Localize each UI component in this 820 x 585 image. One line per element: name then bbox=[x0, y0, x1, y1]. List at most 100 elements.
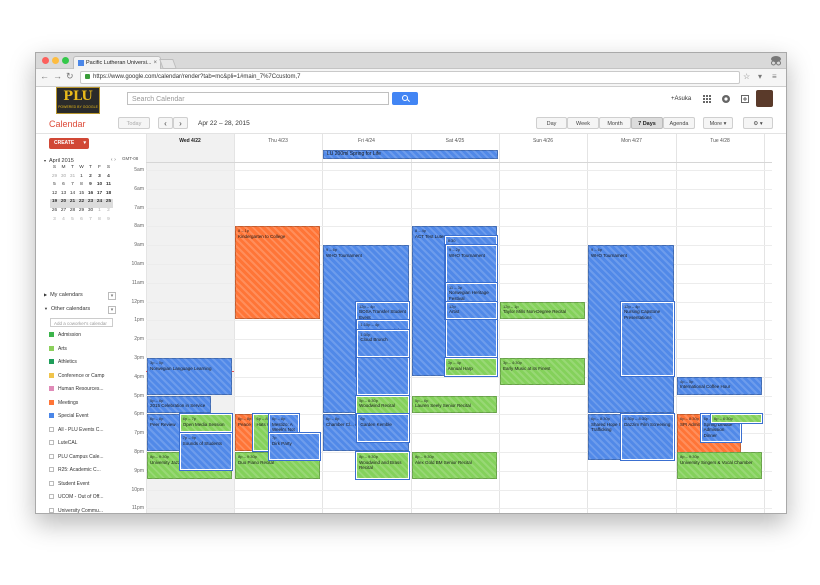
mini-calendar-day[interactable]: 3 bbox=[98, 173, 101, 179]
allday-event[interactable]: LU 200ml Spring for Life bbox=[323, 150, 498, 159]
day-header[interactable]: Fri 4/24 bbox=[358, 138, 375, 144]
calendar-list-item[interactable]: Conference or Camp bbox=[49, 372, 104, 381]
mini-calendar-day[interactable]: 8 bbox=[80, 182, 83, 188]
avatar[interactable] bbox=[756, 90, 773, 107]
chevron-down-icon[interactable]: ▾ bbox=[83, 140, 86, 146]
back-arrow-icon[interactable]: ← bbox=[40, 71, 49, 81]
calendar-list-item[interactable]: Admission bbox=[49, 331, 81, 340]
mini-calendar-day[interactable]: 31 bbox=[69, 173, 76, 179]
mini-calendar-day[interactable]: 4 bbox=[62, 216, 65, 222]
mini-calendar-day[interactable]: 1 bbox=[98, 207, 101, 213]
calendar-event[interactable]: 12p – 4p Nursing Capstone Presentations bbox=[620, 300, 675, 377]
mini-calendar-day[interactable]: 5 bbox=[71, 216, 74, 222]
calendar-list-item[interactable]: University Commu... bbox=[49, 507, 103, 513]
minimize-window-icon[interactable] bbox=[52, 57, 59, 64]
mini-calendar-day[interactable]: 8 bbox=[98, 216, 101, 222]
day-header[interactable]: Tue 4/28 bbox=[710, 138, 730, 144]
forward-arrow-icon[interactable]: → bbox=[53, 71, 62, 81]
calendar-event[interactable]: 5p – 6p 2015 Celebration in Service bbox=[147, 395, 211, 414]
calendar-color-swatch[interactable] bbox=[49, 426, 54, 432]
mini-calendar-day[interactable]: 22 bbox=[77, 199, 86, 208]
day-header[interactable]: Sun 4/26 bbox=[532, 138, 554, 144]
calendar-event[interactable]: 1:30p Cloud Brunch bbox=[356, 328, 410, 358]
day-header[interactable]: Mon 4/27 bbox=[621, 138, 642, 144]
calendar-list-item[interactable]: Human Resources... bbox=[49, 385, 104, 394]
mini-calendar-day[interactable]: 7 bbox=[89, 216, 92, 222]
calendar-list-item[interactable]: UCOM - Out of Off... bbox=[49, 493, 103, 502]
mini-calendar-nav[interactable]: ‹ › bbox=[110, 157, 116, 163]
mini-calendar-day[interactable]: 12 bbox=[51, 190, 58, 196]
day-header[interactable]: Wed 4/22 bbox=[179, 138, 201, 144]
mini-calendar-day[interactable]: 29 bbox=[51, 173, 58, 179]
mini-calendar-day[interactable]: 30 bbox=[87, 207, 94, 213]
calendar-color-swatch[interactable] bbox=[49, 480, 54, 486]
calendar-color-swatch[interactable] bbox=[49, 507, 54, 513]
mini-calendar-day[interactable]: 26 bbox=[51, 207, 58, 213]
mini-calendar-day[interactable]: 2 bbox=[89, 173, 92, 179]
bookmark-star-icon[interactable]: ☆ bbox=[743, 72, 751, 81]
mini-calendar-day[interactable]: 10 bbox=[96, 182, 103, 188]
mini-calendar-day[interactable]: 2 bbox=[107, 207, 110, 213]
other-calendars-menu-icon[interactable]: ▾ bbox=[108, 306, 116, 314]
view-week-button[interactable]: Week bbox=[567, 117, 599, 129]
my-calendars-section[interactable]: ▶ My calendars ▾ bbox=[44, 292, 116, 300]
mini-calendar-day[interactable]: 30 bbox=[60, 173, 67, 179]
calendar-color-swatch[interactable] bbox=[49, 345, 54, 351]
mini-calendar-day[interactable]: 27 bbox=[60, 207, 67, 213]
calendar-event[interactable]: 3p – 4:30p Early Music at its Finest bbox=[500, 358, 585, 386]
mini-calendar-day[interactable]: 29 bbox=[78, 207, 85, 213]
mini-calendar-day[interactable]: 6 bbox=[62, 182, 65, 188]
mini-calendar-day[interactable]: 23 bbox=[86, 199, 95, 208]
calendar-list-item[interactable]: Athletics bbox=[49, 358, 77, 367]
calendar-color-swatch[interactable] bbox=[49, 372, 54, 378]
mini-calendar-day[interactable]: 1 bbox=[80, 173, 83, 179]
create-button[interactable]: CREATE ▾ bbox=[49, 138, 89, 149]
calendar-list-item[interactable]: Arts bbox=[49, 345, 67, 354]
url-input[interactable]: https://www.google.com/calendar/render?t… bbox=[80, 71, 740, 84]
mini-calendar-day[interactable]: 25 bbox=[104, 199, 113, 208]
view-day-button[interactable]: Day bbox=[536, 117, 567, 129]
calendar-event[interactable]: 12p Artist bbox=[445, 300, 498, 321]
view-agenda-button[interactable]: Agenda bbox=[663, 117, 695, 129]
collapse-arrow-icon[interactable]: ▾ bbox=[44, 158, 47, 163]
calendar-event[interactable]: 6p – 7p Open Media Session bbox=[178, 413, 233, 434]
calendar-color-swatch[interactable] bbox=[49, 413, 54, 419]
calendar-color-swatch[interactable] bbox=[49, 399, 54, 405]
mini-calendar-day[interactable]: 17 bbox=[96, 190, 103, 196]
calendar-list-item[interactable]: PLU Campus Cale... bbox=[49, 453, 104, 462]
day-header[interactable]: Sat 4/25 bbox=[445, 138, 465, 144]
calendar-event[interactable]: 4p – 5p International Coffee Hour bbox=[677, 376, 762, 395]
calendar-color-swatch[interactable] bbox=[49, 359, 54, 365]
share-icon[interactable] bbox=[741, 95, 749, 103]
calendar-color-swatch[interactable] bbox=[49, 440, 54, 446]
mini-calendar-day[interactable]: 14 bbox=[69, 190, 76, 196]
settings-button[interactable]: ⚙ ▾ bbox=[743, 117, 773, 129]
notifications-icon[interactable] bbox=[722, 95, 730, 103]
mini-calendar-day[interactable]: 13 bbox=[60, 190, 67, 196]
mini-calendar-day[interactable]: 28 bbox=[69, 207, 76, 213]
view-7days-button[interactable]: 7 Days bbox=[631, 117, 663, 129]
calendar-event[interactable]: 8p – 9:30p Alex Gold BM Senior Recital bbox=[412, 452, 497, 480]
chrome-menu-icon[interactable]: ≡ bbox=[772, 72, 777, 81]
new-tab-button[interactable] bbox=[159, 59, 177, 69]
calendar-list-item[interactable]: Special Event bbox=[49, 412, 89, 421]
mini-calendar-day[interactable]: 21 bbox=[68, 199, 77, 208]
mini-calendar-day[interactable]: 5 bbox=[53, 182, 56, 188]
calendar-list-item[interactable]: Student Event bbox=[49, 480, 89, 489]
calendar-event[interactable]: 12p – 1p Taylor Mills Non-Degree Recital bbox=[500, 301, 585, 320]
mini-calendar-day[interactable]: 9 bbox=[89, 182, 92, 188]
user-name-link[interactable]: +Asuka bbox=[671, 96, 692, 102]
calendar-list-item[interactable]: R25: Academic C... bbox=[49, 466, 101, 475]
search-button[interactable] bbox=[392, 92, 418, 105]
day-header[interactable]: Thu 4/23 bbox=[268, 138, 288, 144]
my-calendars-menu-icon[interactable]: ▾ bbox=[108, 292, 116, 300]
calendar-event[interactable]: 3p – 4p Annual Harp bbox=[443, 357, 498, 377]
calendar-event[interactable]: 6p – 6:30pPublic bbox=[710, 413, 763, 424]
mini-calendar-day[interactable]: 20 bbox=[59, 199, 68, 208]
today-button[interactable]: Today bbox=[118, 117, 150, 129]
calendar-color-swatch[interactable] bbox=[49, 386, 54, 392]
mini-calendar-day[interactable]: 24 bbox=[95, 199, 104, 208]
mini-calendar-day[interactable]: 19 bbox=[50, 199, 59, 208]
calendar-event[interactable]: 6p Garden Kemble bbox=[356, 413, 410, 443]
mini-calendar-day[interactable]: 6 bbox=[80, 216, 83, 222]
